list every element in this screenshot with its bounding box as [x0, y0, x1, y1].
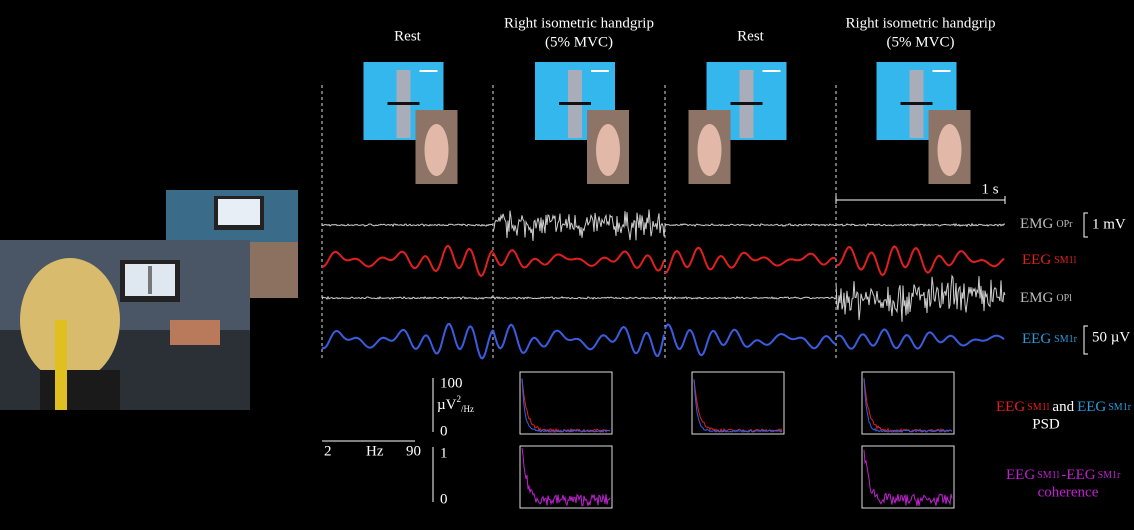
coherence-box [519, 445, 613, 509]
signal-trace [664, 323, 837, 357]
psd-curve [693, 379, 783, 433]
scale-mark [591, 70, 609, 72]
signal-trace [492, 296, 666, 300]
trace-label: EEG SM1r [1022, 331, 1078, 347]
psd-curve [863, 378, 953, 434]
phase-label: Rest [737, 28, 765, 44]
signal-trace [836, 222, 1006, 228]
phase-label: Right isometric handgrip [846, 15, 996, 31]
signal-trace [321, 322, 494, 360]
cable [55, 320, 67, 410]
psd-curve [521, 378, 611, 434]
time-scale-label: 1 s [981, 181, 998, 197]
traces [321, 209, 1006, 360]
amplitude-scale-label: 50 µV [1092, 329, 1130, 345]
arm [170, 320, 220, 345]
coherence-legend-caption: coherence [1038, 484, 1099, 500]
hand [697, 124, 722, 176]
scale-mark [419, 70, 438, 72]
psd-axis-unit: µV2/Hz [437, 394, 474, 414]
signal-trace [835, 245, 1005, 277]
photo-hand [248, 242, 298, 298]
target-line [559, 102, 591, 105]
psd-box [691, 371, 785, 435]
spectra [519, 371, 955, 509]
psd-curve [863, 378, 953, 434]
signal-trace [492, 209, 666, 241]
psd-legend-caption: PSD [1032, 416, 1060, 432]
frequency-axis-start: 2 [324, 443, 332, 459]
coherence-axis-min: 0 [440, 491, 448, 507]
trace-label: EEG SM1l [1022, 252, 1077, 268]
coherence-curve [863, 449, 953, 506]
psd-axis-min: 0 [440, 423, 448, 439]
phase-sublabel: (5% MVC) [887, 34, 955, 50]
target-line [387, 102, 420, 105]
coherence-legend: EEG SM1l -EEG SM1r [1006, 467, 1121, 483]
laptop-screen [218, 199, 260, 225]
psd-curve [521, 378, 611, 433]
eeg-cap [20, 258, 120, 382]
trace-label: EMG OPl [1020, 290, 1072, 306]
signal-trace [492, 249, 665, 272]
psd-axis-max: 100 [440, 375, 463, 391]
setup-photos [0, 190, 298, 410]
signal-trace [322, 244, 494, 278]
laptop-bar [148, 266, 152, 294]
chair [40, 370, 120, 410]
signal-trace [664, 295, 837, 301]
coherence-curve [521, 447, 611, 507]
trace-label: EMG OPr [1020, 216, 1073, 232]
signal-trace [492, 323, 665, 357]
signal-trace [835, 274, 1006, 322]
psd-box [861, 371, 955, 435]
hand [596, 124, 620, 176]
amplitude-scale-label: 1 mV [1092, 216, 1126, 232]
scale-mark [932, 70, 951, 72]
frequency-axis-unit: Hz [366, 443, 384, 459]
target-line [900, 102, 933, 105]
scale-mark [762, 70, 781, 72]
signal-trace [664, 246, 837, 275]
frequency-axis-end: 90 [406, 443, 421, 459]
signal-trace [835, 328, 1005, 350]
hand [937, 124, 962, 176]
coherence-axis-max: 1 [440, 445, 448, 461]
psd-legend: EEG SM1l and EEG SM1r [996, 399, 1132, 415]
target-line [730, 102, 763, 105]
phase-label: Right isometric handgrip [504, 15, 654, 31]
phase-label: Rest [394, 28, 422, 44]
amplitude-scale-bar [1083, 325, 1088, 355]
phase-sublabel: (5% MVC) [545, 34, 613, 50]
signal-trace [321, 295, 494, 300]
phases: Rest Right isometric handgrip (5% MVC) Rest… [321, 15, 996, 360]
coherence-box [861, 445, 955, 509]
amplitude-scale-bar [1083, 212, 1088, 238]
signal-trace [664, 223, 837, 228]
hand [424, 124, 449, 176]
signal-trace [321, 223, 494, 228]
psd-box [519, 371, 613, 435]
